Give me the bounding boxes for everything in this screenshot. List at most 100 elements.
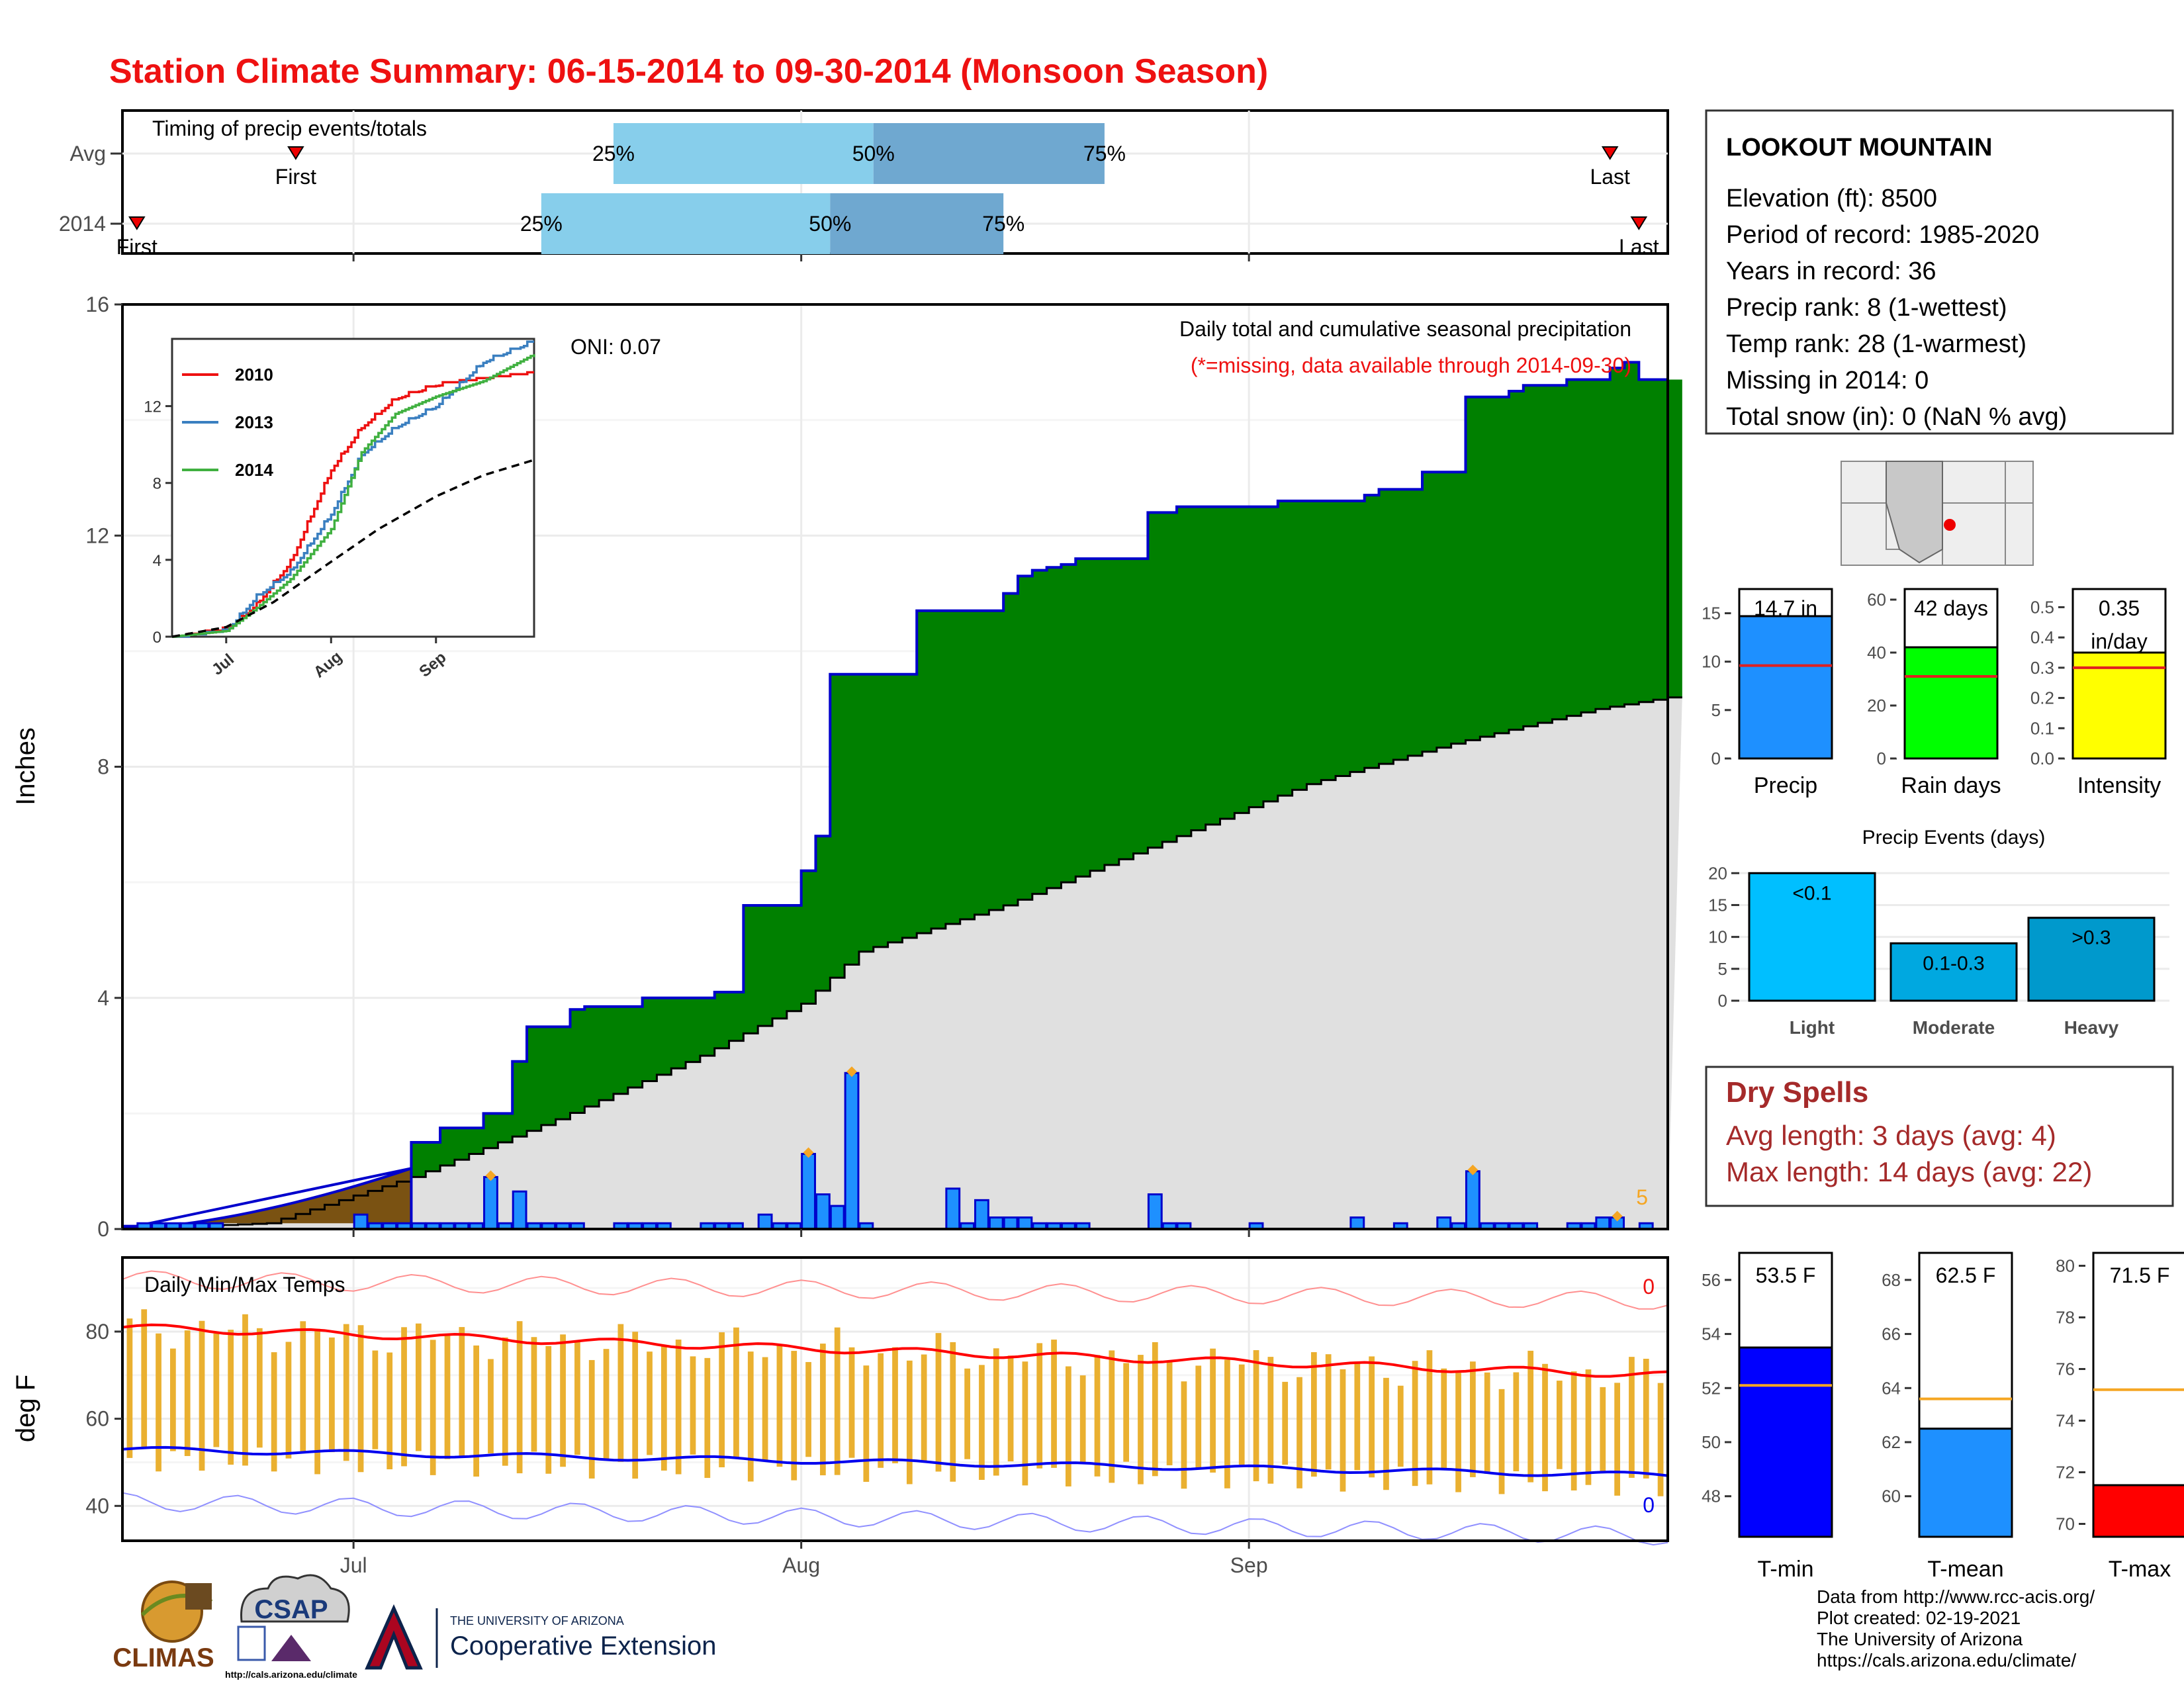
- daily-temp-range-bar: [1556, 1381, 1563, 1469]
- dry-spells-avg: Avg length: 3 days (avg: 4): [1726, 1120, 2056, 1151]
- timing-row-label: 2014: [59, 212, 106, 236]
- daily-precip-bar: [757, 1213, 773, 1230]
- daily-temp-range-bar: [1238, 1364, 1245, 1465]
- daily-precip-bar: [801, 1152, 816, 1230]
- oni-label: ONI: 0.07: [570, 335, 661, 359]
- station-info-box: [1705, 109, 2174, 435]
- daily-temp-range-bar: [545, 1346, 552, 1474]
- precip-event-bar-light: [1748, 872, 1876, 1002]
- summary-y-tick-label: 0.4: [2030, 627, 2054, 647]
- record-max-temp-line: [122, 1270, 1668, 1310]
- quartile-bar-lower: [613, 123, 874, 184]
- daily-temp-range-bar: [1383, 1377, 1389, 1490]
- daily-temp-range-bar: [1542, 1363, 1548, 1492]
- summary-bar-label: Intensity: [2077, 773, 2161, 798]
- timing-row-label: Avg: [69, 142, 106, 165]
- daily-temp-range-bar: [516, 1321, 523, 1474]
- daily-temp-range-bar: [921, 1354, 927, 1462]
- daily-precip-bar: [945, 1187, 961, 1230]
- data-availability-note: (*=missing, data available through 2014-…: [1191, 353, 1631, 377]
- precip-events-y-tick-label: 0: [1718, 991, 1727, 1011]
- daily-temp-range-bar: [357, 1325, 364, 1473]
- quartile-bar-upper: [830, 193, 1004, 254]
- precip-events-y-tick-label: 15: [1708, 895, 1727, 915]
- precip-events-title: Precip Events (days): [1862, 827, 2046, 848]
- daily-temp-range-bar: [1527, 1350, 1534, 1483]
- daily-temp-range-bar: [1455, 1373, 1461, 1492]
- summary-bar-frame: [1903, 588, 1999, 649]
- temp-bar-y-tick-label: 68: [1882, 1270, 1901, 1290]
- daily-temp-range-bar: [141, 1309, 148, 1449]
- daily-temp-range-bar: [1600, 1387, 1606, 1472]
- daily-temp-range-bar: [488, 1359, 494, 1454]
- temps-y-tick-label: 60: [85, 1407, 109, 1431]
- temp-bar-t-max: [2092, 1484, 2184, 1538]
- daily-temp-range-bar: [660, 1346, 667, 1471]
- daily-temp-range-bar: [1340, 1369, 1346, 1492]
- temp-bar-y-tick-label: 66: [1882, 1324, 1901, 1344]
- csap-logo-mountain: [271, 1635, 311, 1661]
- main-y-axis-title: Inches: [11, 727, 40, 805]
- daily-temp-range-bar: [213, 1333, 220, 1447]
- quartile-label: 25%: [592, 142, 635, 165]
- daily-temp-range-bar: [560, 1334, 566, 1467]
- daily-temp-range-bar: [733, 1327, 739, 1459]
- record-min-count: 0: [1643, 1493, 1655, 1517]
- extreme-event-marker: [803, 1147, 814, 1158]
- daily-precip-bar: [512, 1190, 527, 1230]
- daily-temp-range-bar: [1195, 1365, 1202, 1469]
- temp-bar-t-min: [1738, 1346, 1833, 1538]
- daily-precip-bar: [1147, 1193, 1163, 1230]
- main-y-tick-label: 12: [85, 524, 109, 547]
- summary-value: 0.35: [2099, 596, 2140, 620]
- daily-temp-range-bar: [444, 1336, 451, 1459]
- daily-temp-range-bar: [632, 1332, 639, 1479]
- dry-spells-max: Max length: 14 days (avg: 22): [1726, 1156, 2092, 1187]
- daily-temp-range-bar: [1498, 1389, 1505, 1494]
- summary-bar-precip: [1738, 615, 1833, 760]
- daily-temp-range-bar: [617, 1324, 624, 1462]
- daily-temp-range-bar: [126, 1318, 133, 1458]
- summary-value: 14.7 in: [1754, 596, 1817, 620]
- temps-panel: 40 60 80 Jul Aug Sep Daily Min/Max Temps deg F 0…: [11, 1256, 1669, 1577]
- daily-temp-range-bar: [531, 1337, 537, 1452]
- page-title: Station Climate Summary: 06-15-2014 to 0…: [109, 52, 1268, 91]
- precip-event-bar-label: <0.1: [1792, 882, 1831, 904]
- csap-logo-cloud: [240, 1574, 350, 1623]
- temps-frame: [121, 1256, 1669, 1542]
- main-y-tick-label: 8: [97, 755, 109, 779]
- daily-temp-range-bar: [1152, 1342, 1158, 1477]
- daily-precip-bar: [1595, 1216, 1611, 1230]
- daily-precip-bar: [844, 1072, 860, 1230]
- precip-event-bar-label: 0.1-0.3: [1923, 952, 1984, 974]
- summary-y-tick-label: 0: [1711, 749, 1721, 768]
- daily-temp-range-bar: [950, 1342, 956, 1482]
- summary-y-tick-label: 40: [1867, 643, 1886, 663]
- temp-bar-y-tick-label: 54: [1702, 1324, 1721, 1344]
- avg-min-temp-line: [122, 1445, 1668, 1477]
- last-event-marker: [1630, 216, 1648, 230]
- inset-line-2014: [172, 354, 535, 638]
- daily-temp-range-bar: [1138, 1355, 1144, 1485]
- daily-temp-range-bar: [430, 1340, 436, 1475]
- precip-header: Daily total and cumulative seasonal prec…: [1179, 317, 1631, 341]
- side-panels: LOOKOUT MOUNTAIN Elevation (ft): 8500 Peri…: [1702, 109, 2184, 1582]
- daily-temp-range-bar: [401, 1327, 407, 1467]
- daily-temp-range-bar: [1224, 1359, 1230, 1488]
- temp-bar-y-tick-label: 70: [2056, 1514, 2075, 1534]
- daily-temp-range-bar: [747, 1351, 754, 1482]
- temps-y-tick-label: 80: [85, 1320, 109, 1344]
- station-location-marker: [1944, 519, 1956, 531]
- precip-event-category: Light: [1790, 1017, 1835, 1038]
- daily-temp-range-bar: [1657, 1383, 1664, 1496]
- daily-temp-range-bar: [1036, 1343, 1043, 1469]
- last-event-marker-label: Last: [1619, 235, 1659, 259]
- locator-map-state: [1886, 461, 1943, 564]
- average-cumulative-area: [122, 697, 1682, 1229]
- record-max-count: 0: [1643, 1275, 1655, 1299]
- daily-temp-range-bar: [690, 1356, 696, 1455]
- extreme-event-marker: [1612, 1211, 1623, 1222]
- daily-temp-range-bar: [1079, 1375, 1086, 1463]
- temp-bar-y-tick-label: 50: [1702, 1432, 1721, 1452]
- daily-temp-range-bar: [256, 1328, 263, 1448]
